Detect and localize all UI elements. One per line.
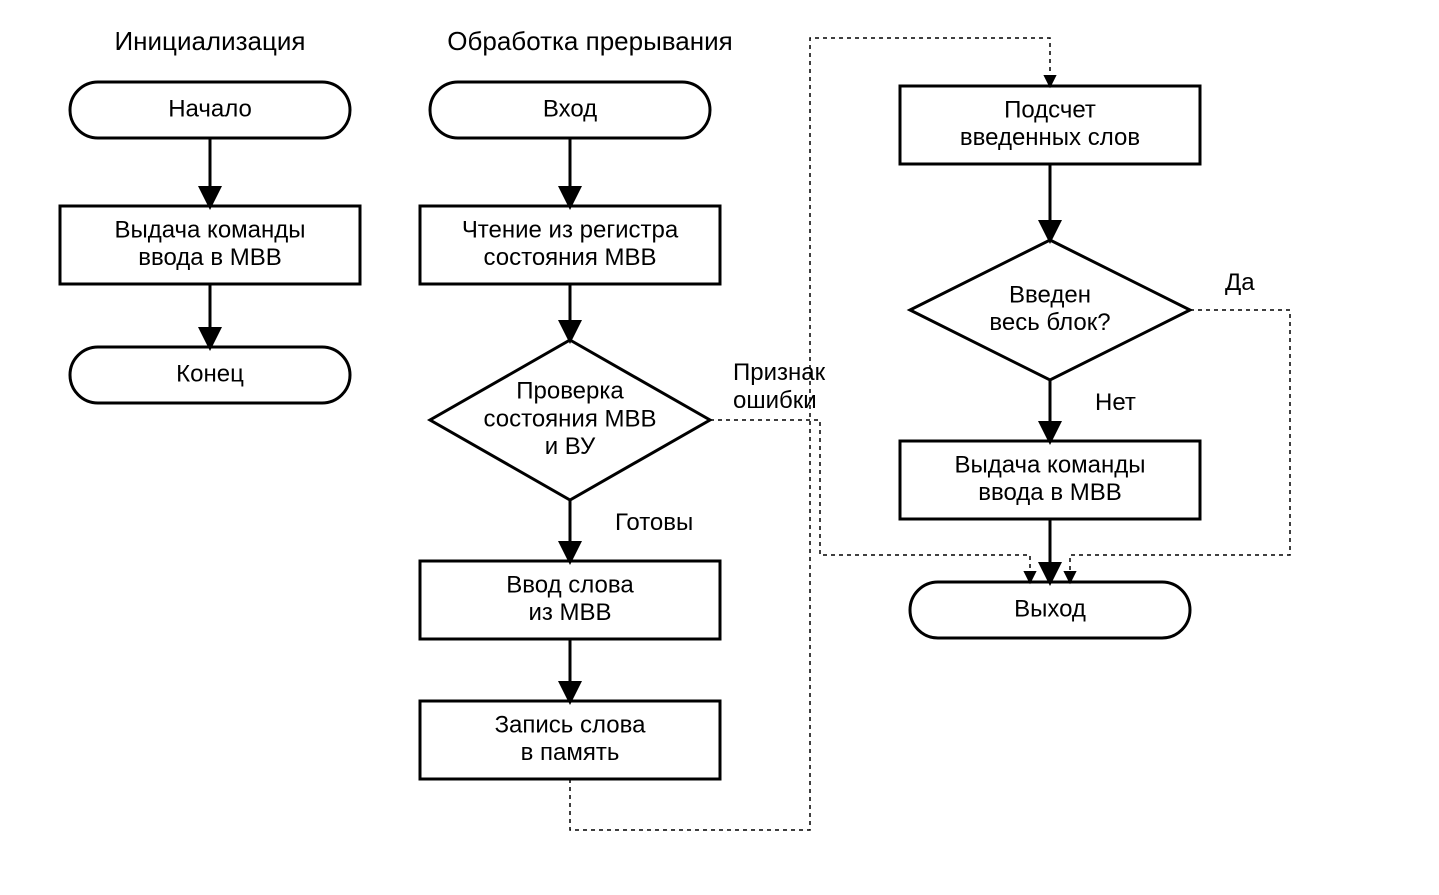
node-text-r_block-0: Введен (1009, 282, 1091, 309)
node-text-i_read-0: Чтение из регистра (462, 217, 679, 244)
heading-intr: Обработка прерывания (447, 26, 732, 56)
heading-init: Инициализация (114, 26, 305, 56)
node-text-r_cmd2-1: ввода в МВВ (978, 479, 1122, 506)
node-text-i_read-1: состояния МВВ (483, 244, 656, 271)
node-text-i_check-0: Проверка (516, 378, 624, 405)
node-text-n_cmd1-0: Выдача команды (114, 217, 305, 244)
node-text-n_start-0: Начало (168, 95, 252, 122)
node-text-r_exit-0: Выход (1014, 595, 1086, 622)
node-text-i_enter-0: Вход (543, 95, 597, 122)
node-text-i_input-1: из МВВ (528, 599, 611, 626)
node-text-n_cmd1-1: ввода в МВВ (138, 244, 282, 271)
node-text-r_block-1: весь блок? (989, 309, 1110, 336)
edge-label-e5-0: Готовы (615, 509, 693, 536)
node-text-r_cmd2-0: Выдача команды (954, 452, 1145, 479)
edge-label-e7-1: ошибки (733, 387, 817, 414)
flowchart-diagram: НачалоВыдача командыввода в МВВКонецВход… (0, 0, 1439, 895)
node-text-i_check-1: состояния МВВ (483, 405, 656, 432)
edge-label-e10-0: Нет (1095, 389, 1136, 416)
node-text-r_count-0: Подсчет (1004, 97, 1096, 124)
node-text-n_end-0: Конец (176, 360, 244, 387)
node-text-i_write-1: в память (521, 739, 620, 766)
node-text-r_count-1: введенных слов (960, 124, 1140, 151)
edge-label-e12-0: Да (1225, 269, 1255, 296)
edge-label-e7-0: Признак (733, 359, 826, 386)
node-text-i_check-2: и ВУ (545, 433, 596, 460)
node-text-i_input-0: Ввод слова (506, 572, 634, 599)
node-text-i_write-0: Запись слова (495, 712, 647, 739)
edge-e12 (1070, 310, 1290, 582)
